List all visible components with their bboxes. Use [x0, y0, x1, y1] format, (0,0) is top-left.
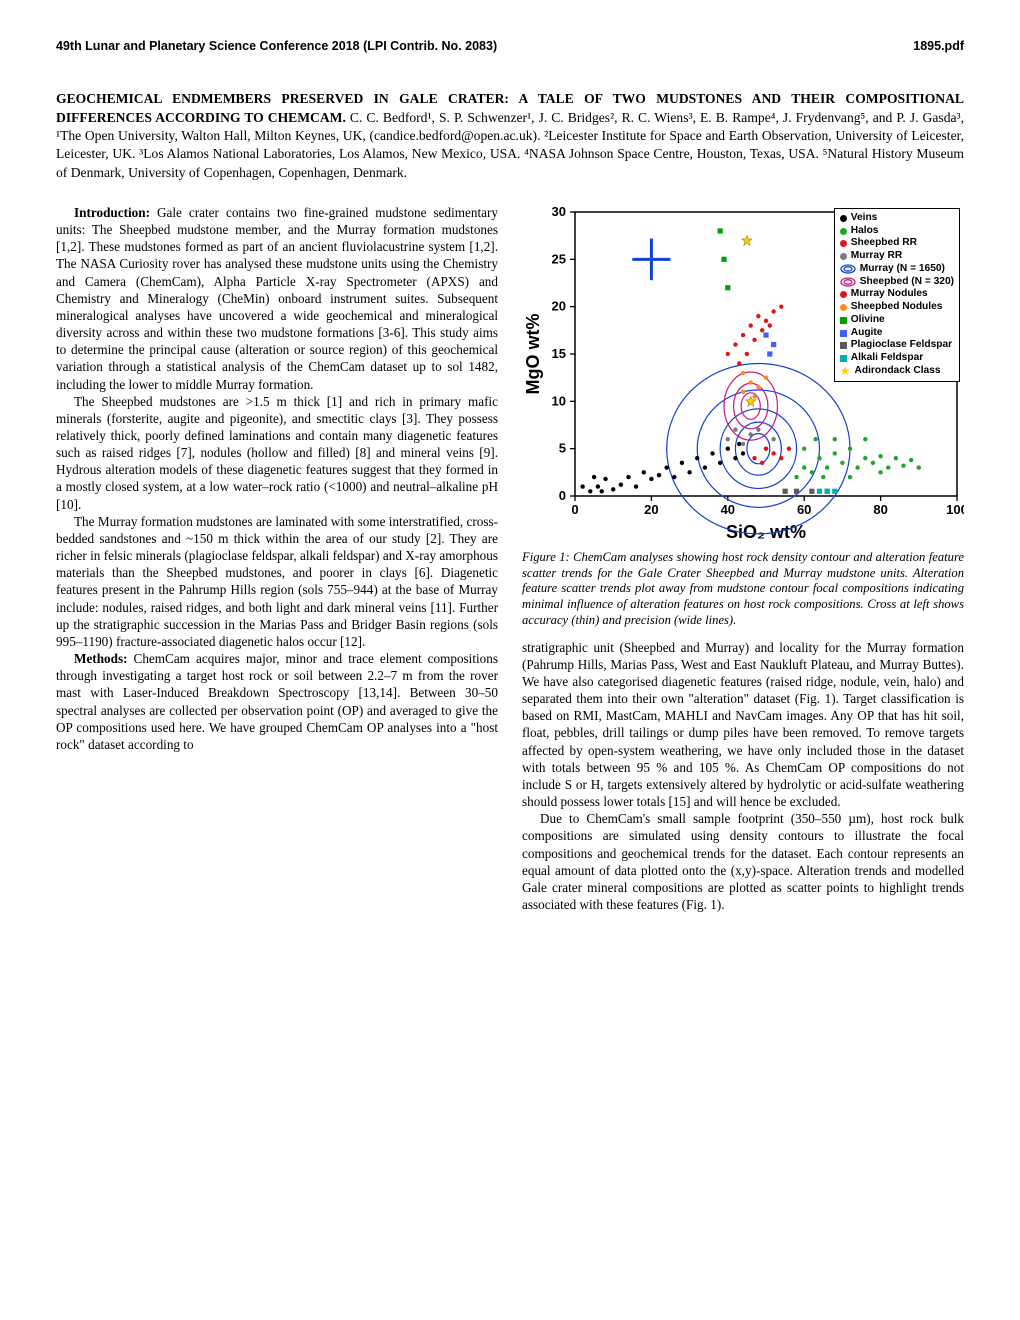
legend-label: Veins	[851, 212, 878, 225]
intro-heading: Introduction:	[74, 205, 150, 220]
murray-para: The Murray formation mudstones are lamin…	[56, 513, 498, 650]
methods-para: Methods: ChemCam acquires major, minor a…	[56, 650, 498, 753]
right-column: 020406080100051015202530SiO₂ wt%MgO wt% …	[522, 204, 964, 913]
legend-label: Halos	[851, 225, 879, 238]
svg-text:10: 10	[552, 393, 566, 408]
legend-label: Augite	[851, 327, 883, 340]
svg-text:100: 100	[946, 502, 964, 517]
intro-text: Gale crater contains two fine-grained mu…	[56, 205, 498, 392]
figure-1-caption: Figure 1: ChemCam analyses showing host …	[522, 550, 964, 629]
chart-legend: VeinsHalosSheepbed RRMurray RRMurray (N …	[834, 208, 960, 382]
legend-item: Murray (N = 1650)	[840, 263, 954, 276]
svg-text:0: 0	[571, 502, 578, 517]
legend-item: Olivine	[840, 314, 954, 327]
svg-text:25: 25	[552, 251, 566, 266]
legend-label: Alkali Feldspar	[851, 352, 923, 365]
svg-text:20: 20	[644, 502, 658, 517]
legend-label: Olivine	[851, 314, 885, 327]
title-block: GEOCHEMICAL ENDMEMBERS PRESERVED IN GALE…	[56, 90, 964, 182]
affiliations: ¹The Open University, Walton Hall, Milto…	[56, 128, 964, 180]
right-body-2: Due to ChemCam's small sample footprint …	[522, 810, 964, 913]
legend-item: Murray Nodules	[840, 288, 954, 301]
body-columns: Introduction: Gale crater contains two f…	[56, 204, 964, 913]
legend-item: Veins	[840, 212, 954, 225]
legend-item: ★Adirondack Class	[840, 365, 954, 378]
authors: C. C. Bedford¹, S. P. Schwenzer¹, J. C. …	[346, 110, 964, 125]
figure-1-chart: 020406080100051015202530SiO₂ wt%MgO wt% …	[522, 204, 964, 544]
svg-text:15: 15	[552, 346, 566, 361]
legend-label: Sheepbed Nodules	[851, 301, 943, 314]
legend-label: Murray (N = 1650)	[860, 263, 945, 276]
legend-item: Halos	[840, 225, 954, 238]
legend-item: Augite	[840, 327, 954, 340]
legend-item: Murray RR	[840, 250, 954, 263]
right-body-1: stratigraphic unit (Sheepbed and Murray)…	[522, 639, 964, 811]
svg-text:5: 5	[559, 441, 566, 456]
legend-label: Murray Nodules	[851, 288, 928, 301]
page-header: 49th Lunar and Planetary Science Confere…	[56, 38, 964, 54]
legend-item: Sheepbed RR	[840, 237, 954, 250]
legend-label: Adirondack Class	[855, 365, 941, 378]
legend-label: Sheepbed (N = 320)	[860, 276, 954, 289]
figure-1: 020406080100051015202530SiO₂ wt%MgO wt% …	[522, 204, 964, 544]
legend-item: Sheepbed (N = 320)	[840, 276, 954, 289]
svg-text:30: 30	[552, 204, 566, 219]
svg-text:60: 60	[797, 502, 811, 517]
svg-text:20: 20	[552, 299, 566, 314]
legend-item: Alkali Feldspar	[840, 352, 954, 365]
sheepbed-para: The Sheepbed mudstones are >1.5 m thick …	[56, 393, 498, 513]
legend-label: Plagioclase Feldspar	[851, 339, 952, 352]
svg-text:MgO wt%: MgO wt%	[523, 313, 543, 394]
svg-text:80: 80	[873, 502, 887, 517]
legend-item: Sheepbed Nodules	[840, 301, 954, 314]
conf-name: 49th Lunar and Planetary Science Confere…	[56, 38, 497, 54]
intro-para: Introduction: Gale crater contains two f…	[56, 204, 498, 393]
methods-heading: Methods:	[74, 651, 127, 666]
methods-text: ChemCam acquires major, minor and trace …	[56, 651, 498, 752]
pdf-name: 1895.pdf	[913, 38, 964, 54]
svg-text:40: 40	[721, 502, 735, 517]
left-column: Introduction: Gale crater contains two f…	[56, 204, 498, 913]
legend-item: Plagioclase Feldspar	[840, 339, 954, 352]
svg-text:0: 0	[559, 488, 566, 503]
legend-label: Murray RR	[851, 250, 903, 263]
legend-label: Sheepbed RR	[851, 237, 917, 250]
